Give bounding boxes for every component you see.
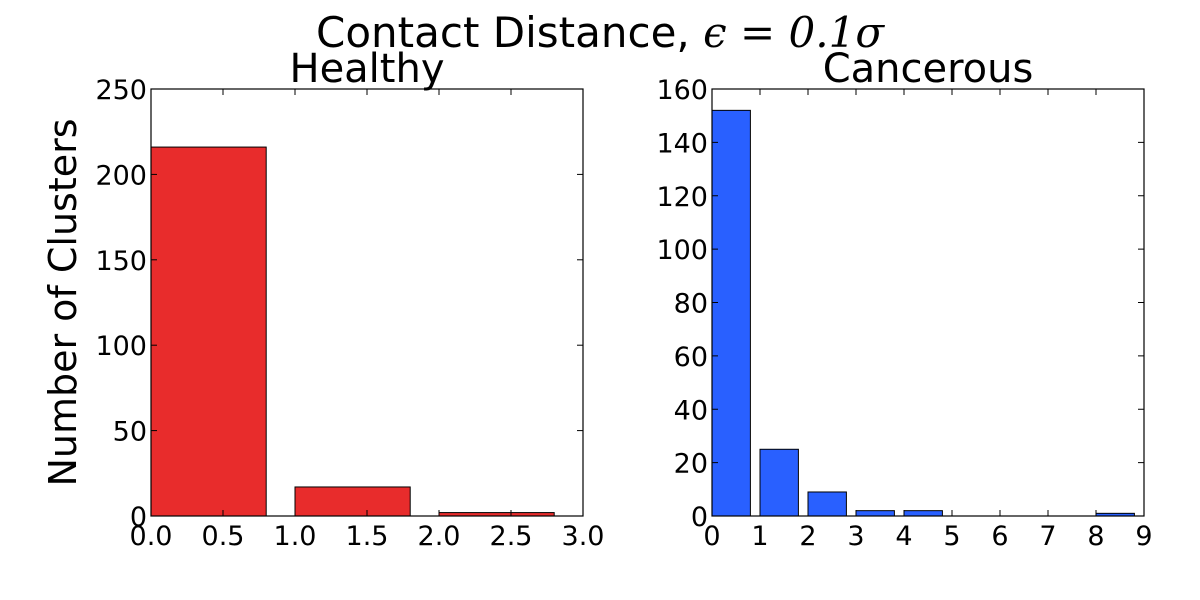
cancerous-xtick-label: 6 [991,521,1008,552]
healthy-chart-title: Healthy [289,46,444,92]
cancerous-xtick-label: 8 [1087,521,1104,552]
cancerous-xtick-label: 2 [799,521,816,552]
cancerous-bar-0 [711,109,751,517]
healthy-xtick-label: 1.0 [274,521,317,552]
cancerous-xtick-label: 4 [895,521,912,552]
cancerous-ytick-label: 80 [674,289,708,320]
healthy-xtick-label: 1.5 [346,521,389,552]
healthy-ytick-label: 150 [95,246,147,277]
cancerous-ytick-label: 100 [656,235,708,266]
healthy-ytick-label: 50 [113,417,147,448]
cancerous-xtick-label: 5 [943,521,960,552]
cancerous-ytick-label: 60 [674,342,708,373]
cancerous-bar-3 [855,510,895,517]
cancerous-bar-4 [903,510,943,517]
cancerous-xtick-label: 1 [751,521,768,552]
cancerous-ytick-label: 0 [691,502,708,533]
cancerous-ytick-label: 140 [656,128,708,159]
healthy-ytick-label: 100 [95,331,147,362]
healthy-ytick-label: 200 [95,160,147,191]
cancerous-ytick-label: 40 [674,395,708,426]
cancerous-ytick-label: 20 [674,449,708,480]
cancerous-xtick-label: 0 [703,521,720,552]
cancerous-xtick-label: 3 [847,521,864,552]
cancerous-xtick-label: 9 [1135,521,1152,552]
healthy-chart-panel: 0.0 0.5 1.0 1.5 2.0 2.5 3.0 0 50 100 150 200 250 Heal… [41,46,604,552]
healthy-ytick-label: 0 [130,502,147,533]
healthy-y-axis-label: Number of Clusters [41,118,85,486]
cancerous-bar-1 [759,448,799,517]
cancerous-chart-title: Cancerous [823,46,1034,92]
figure-title: Contact Distance, ϵ = 0.1σ [316,8,885,57]
healthy-bar-1 [294,486,411,517]
healthy-ytick-label: 250 [95,75,147,106]
healthy-xtick-label: 2.0 [418,521,461,552]
figure-title-text: Contact Distance, [316,8,703,57]
healthy-xtick-label: 0.0 [130,521,173,552]
healthy-xtick-label: 0.5 [202,521,245,552]
healthy-xtick-label: 3.0 [562,521,605,552]
cancerous-bar-2 [807,491,847,517]
healthy-xtick-label: 2.5 [490,521,533,552]
figure-title-math: ϵ = 0.1σ [703,8,885,57]
cancerous-ytick-label: 120 [656,182,708,213]
cancerous-ytick-label: 160 [656,75,708,106]
healthy-bar-0 [150,146,267,517]
cancerous-xtick-label: 7 [1039,521,1056,552]
